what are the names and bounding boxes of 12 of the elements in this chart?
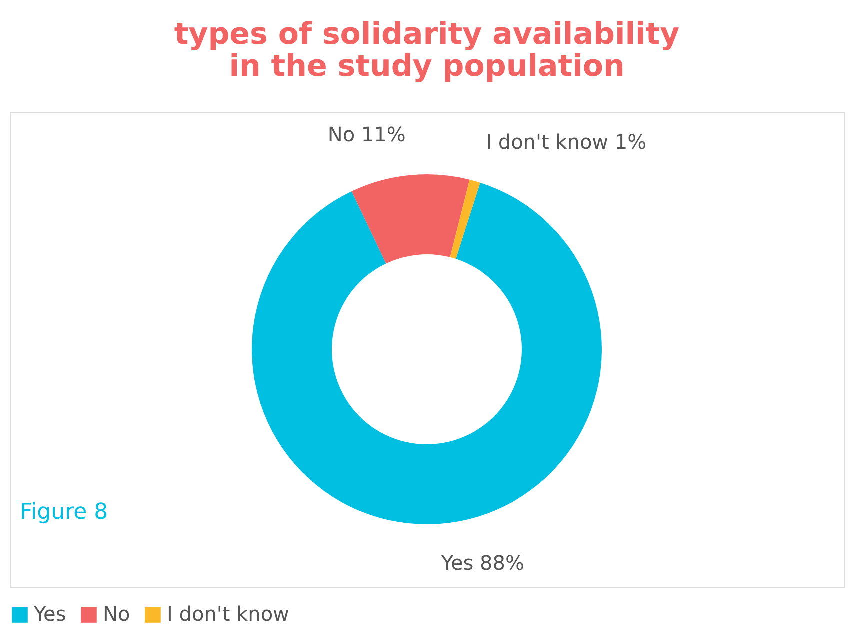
donut-slice: [450, 180, 480, 260]
data-label: I don't know 1%: [486, 130, 647, 154]
data-label: Yes 88%: [440, 551, 524, 576]
caption: Figure 8: [20, 500, 108, 525]
data-label: No 11%: [328, 122, 406, 147]
donut-slice: [352, 174, 470, 264]
donut-slice: [252, 182, 602, 524]
legend-label: I don't know: [167, 602, 290, 626]
legend-label: Yes: [33, 602, 66, 626]
text: in the study population: [229, 49, 625, 84]
legend-label: No: [103, 602, 130, 626]
text: types of solidarity availability: [174, 17, 680, 52]
